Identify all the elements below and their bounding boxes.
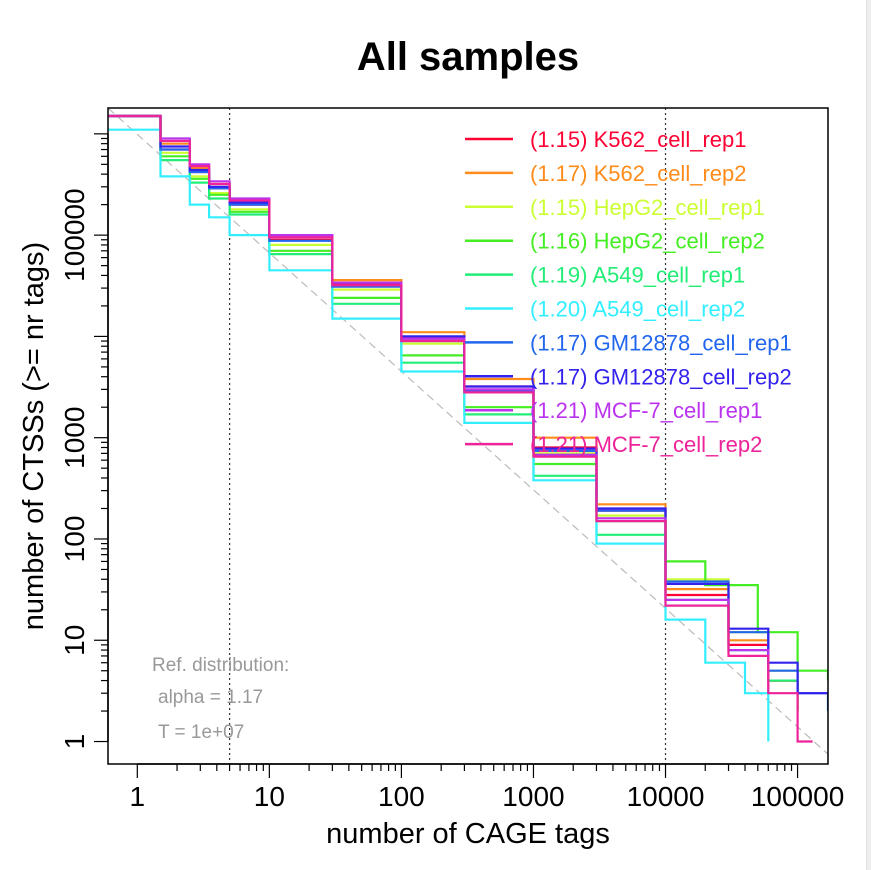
y-tick-label: 1 bbox=[59, 734, 90, 750]
vertical-markers bbox=[228, 108, 667, 764]
ref-label-line-1: Ref. distribution: bbox=[152, 655, 289, 676]
legend: (1.15) K562_cell_rep1 (1.17) K562_cell_re… bbox=[465, 127, 792, 457]
legend-label: (1.16) HepG2_cell_rep2 bbox=[530, 229, 765, 254]
chart-title: All samples bbox=[357, 35, 579, 79]
series-line-5 bbox=[108, 128, 770, 742]
legend-label: (1.17) GM12878_cell_rep2 bbox=[530, 364, 792, 389]
y-axis: 1 10 100 1000 100000 bbox=[59, 133, 109, 750]
series-line-7 bbox=[108, 114, 828, 695]
series-lines bbox=[108, 114, 828, 743]
legend-label: (1.17) K562_cell_rep2 bbox=[530, 161, 746, 186]
scrollbar[interactable] bbox=[866, 0, 871, 870]
x-axis: 1 10 100 1000 10000 100000 bbox=[130, 763, 844, 812]
legend-label: (1.15) HepG2_cell_rep1 bbox=[530, 195, 765, 220]
legend-label: (1.15) K562_cell_rep1 bbox=[530, 127, 746, 152]
x-axis-label: number of CAGE tags bbox=[326, 818, 610, 850]
series-line-9 bbox=[108, 114, 813, 743]
x-tick-label: 1000 bbox=[502, 781, 564, 812]
y-tick-label: 1000 bbox=[59, 407, 90, 469]
y-tick-label: 100000 bbox=[59, 188, 90, 281]
x-tick-label: 100000 bbox=[751, 781, 844, 812]
legend-label: (1.19) A549_cell_rep1 bbox=[530, 263, 745, 288]
legend-label: (1.21) MCF-7_cell_rep2 bbox=[530, 432, 762, 457]
y-axis-label: number of CTSSs (>= nr tags) bbox=[18, 242, 50, 630]
legend-label: (1.17) GM12878_cell_rep1 bbox=[530, 330, 792, 355]
x-tick-label: 1 bbox=[130, 781, 146, 812]
reference-line bbox=[108, 108, 828, 755]
reference-line-path bbox=[108, 108, 828, 755]
reference-annotation: Ref. distribution: alpha = 1.17 T = 1e+0… bbox=[152, 655, 289, 743]
y-tick-label: 10 bbox=[59, 625, 90, 656]
legend-label: (1.21) MCF-7_cell_rep1 bbox=[530, 398, 762, 423]
legend-label: (1.20) A549_cell_rep2 bbox=[530, 297, 745, 322]
ref-label-line-3: T = 1e+07 bbox=[158, 722, 244, 743]
x-tick-label: 10 bbox=[254, 781, 285, 812]
ref-label-line-2: alpha = 1.17 bbox=[158, 687, 263, 708]
x-tick-label: 100 bbox=[378, 781, 425, 812]
x-tick-label: 10000 bbox=[627, 781, 705, 812]
y-tick-label: 100 bbox=[59, 516, 90, 563]
